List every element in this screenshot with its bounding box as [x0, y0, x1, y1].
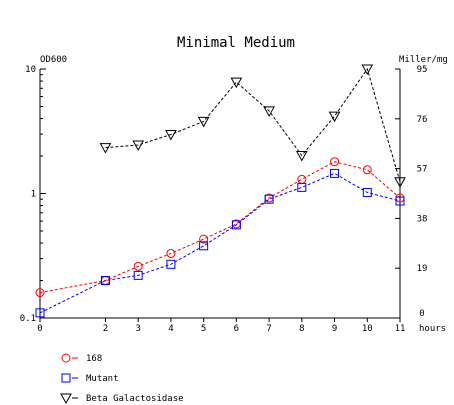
- data-point-circle: [362, 165, 372, 175]
- data-point-circle: [330, 157, 340, 167]
- x-tick-label: 0: [37, 324, 42, 334]
- data-point-circle: [133, 261, 143, 271]
- data-point-square: [35, 308, 45, 318]
- data-point-triangle: [132, 140, 145, 152]
- right-tick-label: 76: [417, 115, 428, 125]
- data-point-square: [231, 220, 241, 230]
- data-point-triangle: [328, 111, 341, 123]
- left-tick-label: 10: [25, 65, 36, 75]
- x-tick-label: 8: [299, 324, 304, 334]
- series-line-beta-galactosidase: [105, 67, 401, 182]
- series-line-168: [39, 161, 401, 294]
- data-point-square: [297, 182, 307, 192]
- data-point-circle: [35, 288, 45, 298]
- data-point-circle: [199, 234, 209, 244]
- legend: 168 Mutant Beta Galactosidase: [60, 353, 184, 405]
- data-point-triangle: [361, 64, 374, 76]
- left-tick-label: 1: [31, 190, 36, 200]
- x-tick-label: 5: [201, 324, 206, 334]
- right-tick-label: 19: [417, 264, 428, 274]
- data-point-circle: [297, 174, 307, 184]
- data-point-triangle: [99, 143, 112, 154]
- data-point-circle: [166, 248, 176, 258]
- x-tick-label: 10: [362, 324, 373, 334]
- left-axis-label: OD600: [40, 55, 67, 65]
- legend-label-beta-galactosidase: Beta Galactosidase: [86, 394, 184, 404]
- x-tick-label: 9: [332, 324, 337, 334]
- right-tick-label: 57: [417, 165, 428, 175]
- data-point-square: [395, 196, 405, 206]
- data-point-square: [61, 373, 71, 383]
- data-point-triangle: [295, 150, 308, 162]
- x-tick-label: 7: [266, 324, 271, 334]
- x-tick-label: 11: [395, 324, 406, 334]
- series-line-mutant: [39, 172, 401, 314]
- right-tick-label: 0: [419, 309, 424, 319]
- data-point-square: [199, 241, 209, 251]
- x-axis-label: hours: [419, 324, 446, 334]
- data-point-square: [362, 187, 372, 197]
- data-point-square: [264, 194, 274, 204]
- right-tick-label: 95: [417, 65, 428, 75]
- data-point-square: [133, 270, 143, 280]
- data-point-triangle: [394, 177, 406, 188]
- data-point-triangle: [263, 106, 275, 117]
- legend-label-mutant: Mutant: [86, 374, 119, 384]
- legend-label-168: 168: [86, 354, 102, 364]
- data-point-triangle: [165, 130, 177, 141]
- x-tick-label: 6: [234, 324, 239, 334]
- x-tick-label: 3: [135, 324, 140, 334]
- right-tick-label: 38: [417, 214, 428, 224]
- data-point-triangle: [197, 116, 210, 128]
- chart-title: Minimal Medium: [177, 35, 295, 51]
- x-tick-label: 2: [103, 324, 108, 334]
- x-tick-label: 4: [168, 324, 173, 334]
- data-point-square: [166, 259, 176, 269]
- data-point-square: [330, 168, 340, 178]
- data-point-triangle: [230, 77, 243, 89]
- left-tick-label: 0.1: [20, 314, 36, 324]
- data-point-square: [100, 276, 110, 286]
- data-point-triangle: [60, 393, 72, 405]
- right-axis-label: Miller/mg: [399, 55, 448, 65]
- data-point-circle: [61, 353, 71, 363]
